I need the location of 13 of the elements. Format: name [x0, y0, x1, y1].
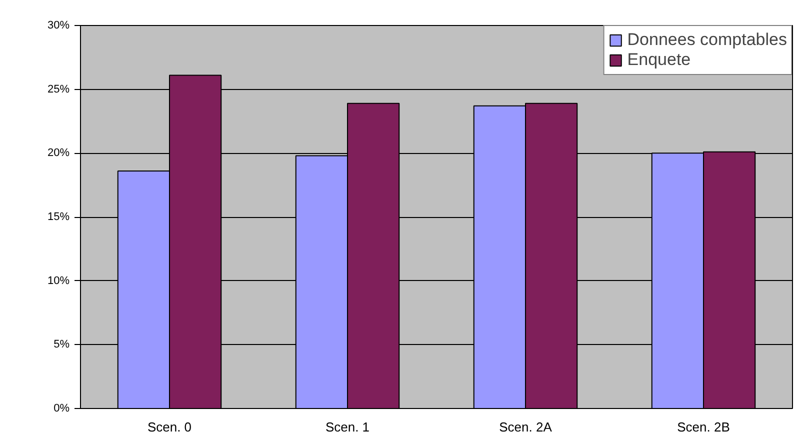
y-tick-label: 10% [47, 274, 70, 287]
y-tick-label: 0% [54, 402, 70, 414]
y-tick-label: 20% [47, 147, 70, 160]
x-tick-label: Scen. 0 [147, 420, 192, 434]
y-tick-label: 5% [54, 338, 70, 351]
legend-label: Donnees comptables [627, 30, 787, 50]
y-tick-label: 25% [47, 83, 70, 96]
x-tick-label: Scen. 2B [677, 420, 730, 434]
y-tick-label: 15% [47, 211, 70, 223]
x-tick-label: Scen. 1 [325, 420, 370, 434]
legend-label: Enquete [627, 50, 691, 70]
x-tick-label: Scen. 2A [499, 420, 552, 434]
y-tick-label: 30% [47, 20, 70, 32]
